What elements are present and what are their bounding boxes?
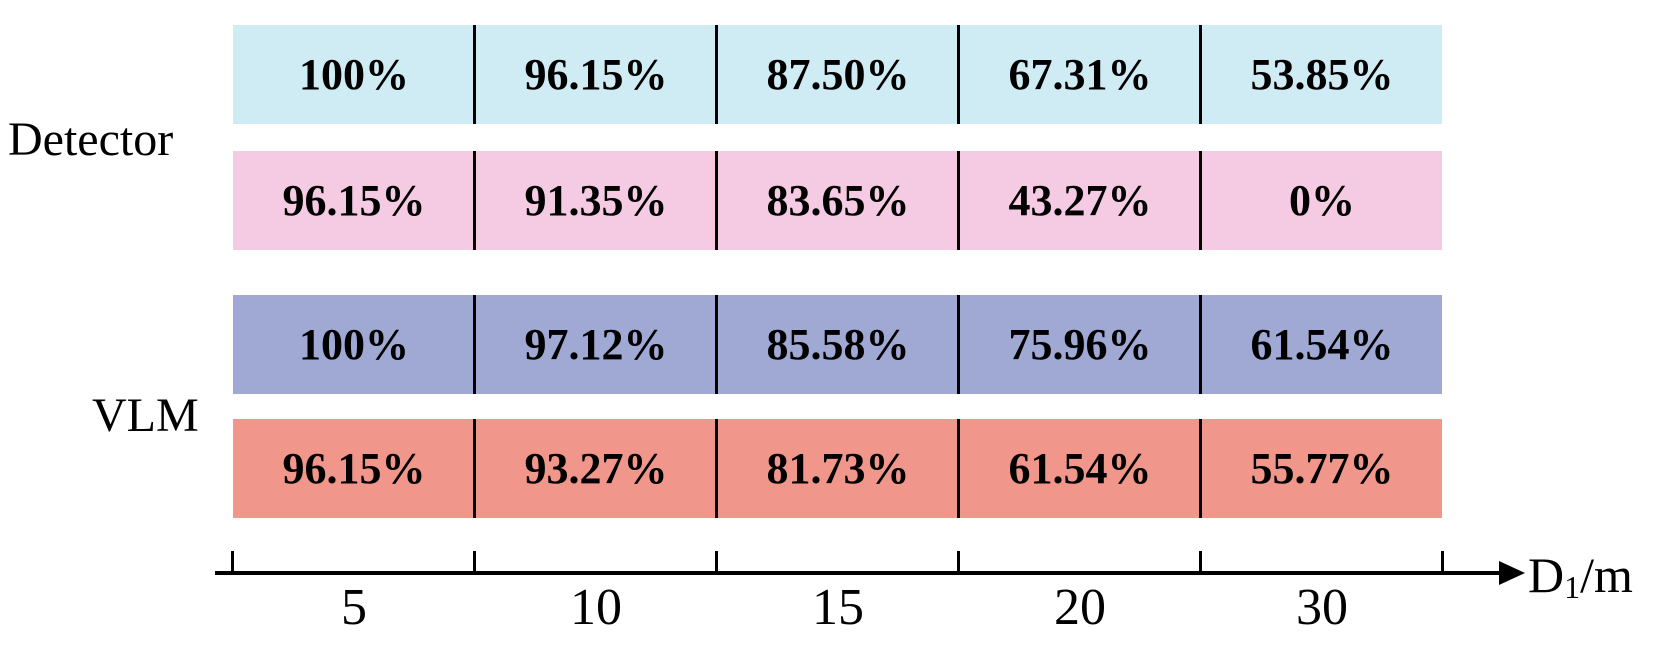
value-cell: 67.31% <box>1008 50 1152 99</box>
value-cell: 83.65% <box>766 176 910 225</box>
cell-separator <box>957 419 960 518</box>
value-cell: 87.50% <box>766 50 910 99</box>
x-tick <box>1441 551 1444 573</box>
value-cell: 96.15% <box>524 50 668 99</box>
value-cell: 81.73% <box>766 444 910 493</box>
cell-separator <box>473 25 476 124</box>
detector-row-2: 96.15% 91.35% 83.65% 43.27% 0% <box>233 151 1442 250</box>
value-cell: 91.35% <box>524 176 668 225</box>
value-cell: 100% <box>299 320 409 369</box>
cell-separator <box>473 295 476 394</box>
vlm-row-2: 96.15% 93.27% 81.73% 61.54% 55.77% <box>233 419 1442 518</box>
x-tick-label: 15 <box>812 579 864 636</box>
value-cell: 75.96% <box>1008 320 1152 369</box>
x-tick <box>473 551 476 573</box>
cell-separator <box>957 295 960 394</box>
x-axis-title-subscript: 1 <box>1564 569 1581 605</box>
cell-separator <box>715 295 718 394</box>
value-cell: 93.27% <box>524 444 668 493</box>
value-cell: 43.27% <box>1008 176 1152 225</box>
cell-separator <box>1199 151 1202 250</box>
x-tick <box>1199 551 1202 573</box>
group-label-detector: Detector <box>8 113 174 166</box>
value-cell: 0% <box>1289 176 1355 225</box>
value-cell: 55.77% <box>1250 444 1394 493</box>
value-cell: 61.54% <box>1250 320 1394 369</box>
cell-separator <box>957 151 960 250</box>
x-tick <box>957 551 960 573</box>
x-axis-title-main: D <box>1528 547 1565 603</box>
group-label-vlm: VLM <box>92 389 199 442</box>
value-cell: 61.54% <box>1008 444 1152 493</box>
x-tick-label: 30 <box>1296 579 1348 636</box>
x-axis-title: D1/m <box>1528 546 1633 606</box>
x-tick <box>231 551 234 573</box>
cell-separator <box>473 419 476 518</box>
x-tick <box>715 551 718 573</box>
value-cell: 85.58% <box>766 320 910 369</box>
cell-separator <box>473 151 476 250</box>
vlm-row-1: 100% 97.12% 85.58% 75.96% 61.54% <box>233 295 1442 394</box>
cell-separator <box>1199 295 1202 394</box>
x-tick-label: 20 <box>1054 579 1106 636</box>
value-cell: 53.85% <box>1250 50 1394 99</box>
x-tick-label: 5 <box>341 579 367 636</box>
x-axis-line <box>215 571 1501 575</box>
x-tick-label: 10 <box>570 579 622 636</box>
x-axis-title-unit: /m <box>1580 547 1633 603</box>
cell-separator <box>957 25 960 124</box>
x-axis-arrow <box>1499 561 1525 585</box>
cell-separator <box>715 151 718 250</box>
value-cell: 96.15% <box>282 444 426 493</box>
cell-separator <box>715 419 718 518</box>
value-cell: 97.12% <box>524 320 668 369</box>
value-cell: 96.15% <box>282 176 426 225</box>
cell-separator <box>1199 419 1202 518</box>
cell-separator <box>1199 25 1202 124</box>
value-cell: 100% <box>299 50 409 99</box>
detector-row-1: 100% 96.15% 87.50% 67.31% 53.85% <box>233 25 1442 124</box>
cell-separator <box>715 25 718 124</box>
